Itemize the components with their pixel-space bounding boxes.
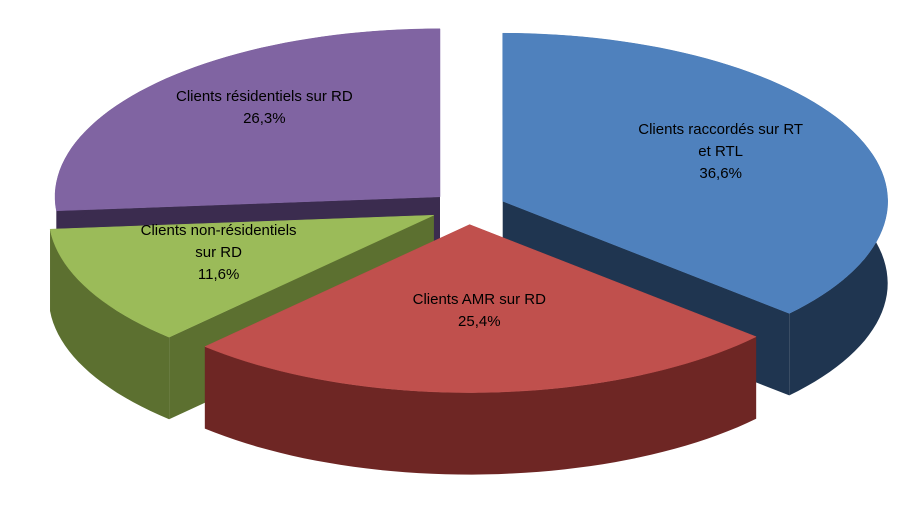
slice-wall <box>204 336 757 475</box>
data-label: Clients résidentiels sur RD 26,3% <box>174 86 354 130</box>
slice-top <box>502 32 888 314</box>
value-label: 11,6% <box>197 266 240 284</box>
data-label: Clients non-résidentiels sur RD 11,6% <box>129 220 309 286</box>
category-label: Clients raccordés sur RT et RTL <box>638 120 804 160</box>
data-label: Clients AMR sur RD 25,4% <box>389 289 569 333</box>
slice-wall <box>50 229 170 420</box>
value-label: 26,3% <box>243 110 286 128</box>
label-box: Clients AMR sur RD 25,4% <box>389 289 569 333</box>
value-label: 25,4% <box>458 312 501 330</box>
value-label: 36,6% <box>699 164 742 182</box>
pie-slice <box>204 224 757 475</box>
category-label: Clients non-résidentiels sur RD <box>140 222 297 262</box>
slice-top <box>54 28 441 212</box>
slice-top <box>204 224 757 393</box>
category-label: Clients AMR sur RD <box>412 290 546 308</box>
label-box: Clients résidentiels sur RD 26,3% <box>174 86 354 130</box>
slice-top <box>49 214 434 338</box>
label-box: Clients non-résidentiels sur RD 11,6% <box>129 220 309 286</box>
label-box: Clients raccordés sur RT et RTL 36,6% <box>631 119 811 185</box>
data-label: Clients raccordés sur RT et RTL 36,6% <box>631 119 811 185</box>
category-label: Clients résidentiels sur RD <box>175 88 353 106</box>
